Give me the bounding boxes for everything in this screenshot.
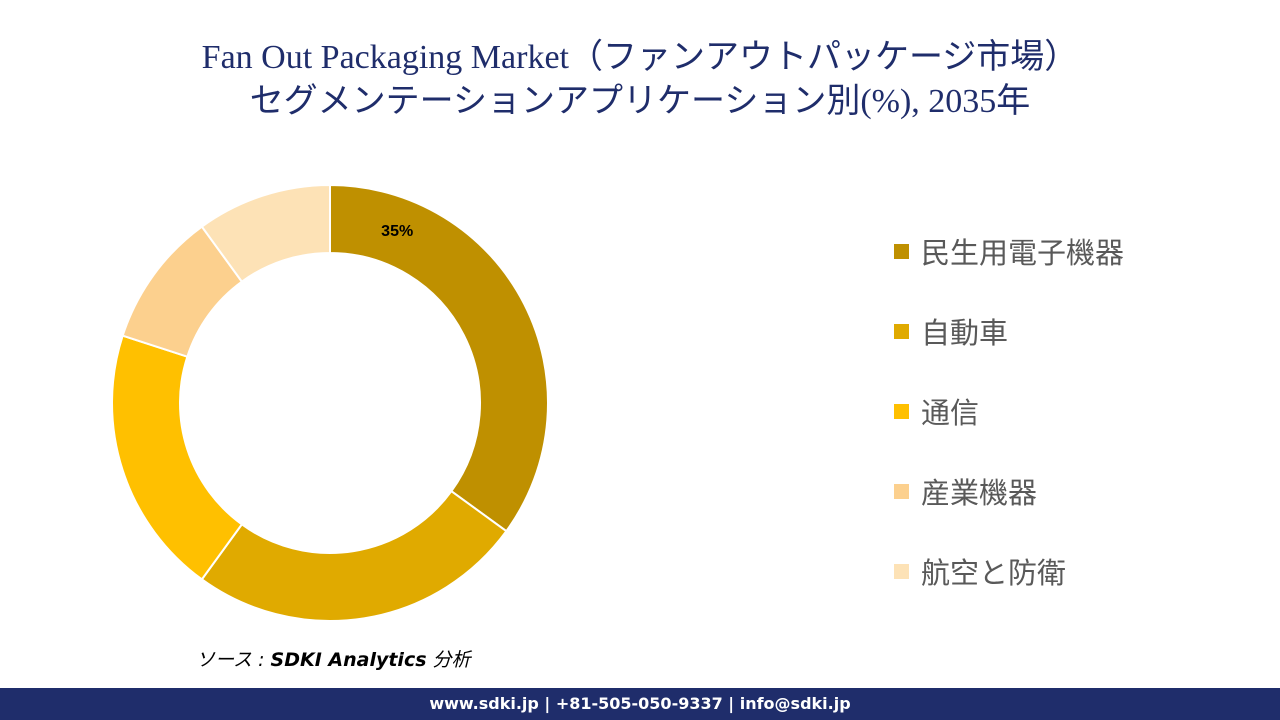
legend-label: 航空と防衛: [921, 556, 1067, 590]
chart-title-line1: Fan Out Packaging Market（ファンアウトパッケージ市場）: [201, 39, 1079, 76]
donut-chart: 35%: [111, 183, 549, 622]
donut-slice-通信: [111, 334, 244, 581]
legend-swatch: [894, 323, 909, 339]
data-label-民生用電子機器: 35%: [381, 223, 413, 240]
legend-item-通信: 通信: [894, 386, 979, 436]
footer-bar: www.sdki.jp | +81-505-050-9337 | info@sd…: [0, 688, 1280, 720]
legend-label: 通信: [921, 396, 980, 430]
chart-title: Fan Out Packaging Market（ファンアウトパッケージ市場） …: [0, 36, 1280, 124]
legend-label: 自動車: [921, 316, 1009, 350]
legend-swatch: [894, 483, 909, 499]
legend-label: 民生用電子機器: [921, 236, 1125, 270]
legend-swatch: [894, 243, 909, 259]
donut-slice-航空と防衛: [200, 183, 331, 284]
source-note: ソース : SDKI Analytics 分析: [196, 645, 471, 672]
chart-legend: 民生用電子機器 自動車通信産業機器航空と防衛: [894, 226, 1264, 606]
footer-contact: www.sdki.jp | +81-505-050-9337 | info@sd…: [429, 694, 851, 713]
legend-swatch: [894, 563, 909, 579]
source-prefix: ソース :: [196, 649, 271, 671]
legend-item-自動車: 自動車: [894, 306, 1008, 356]
legend-item-民生用電子機器: 民生用電子機器: [894, 226, 1124, 276]
source-name: SDKI Analytics: [270, 649, 427, 671]
legend-item-航空と防衛: 航空と防衛: [894, 546, 1066, 596]
donut-slice-自動車: [200, 489, 508, 622]
legend-swatch: [894, 403, 909, 419]
donut-slice-民生用電子機器: [329, 183, 549, 533]
legend-label: 産業機器: [921, 476, 1038, 510]
source-suffix: 分析: [426, 649, 471, 671]
legend-item-産業機器: 産業機器: [894, 466, 1037, 516]
chart-title-line2: セグメンテーションアプリケーション別(%), 2035年: [249, 83, 1031, 120]
